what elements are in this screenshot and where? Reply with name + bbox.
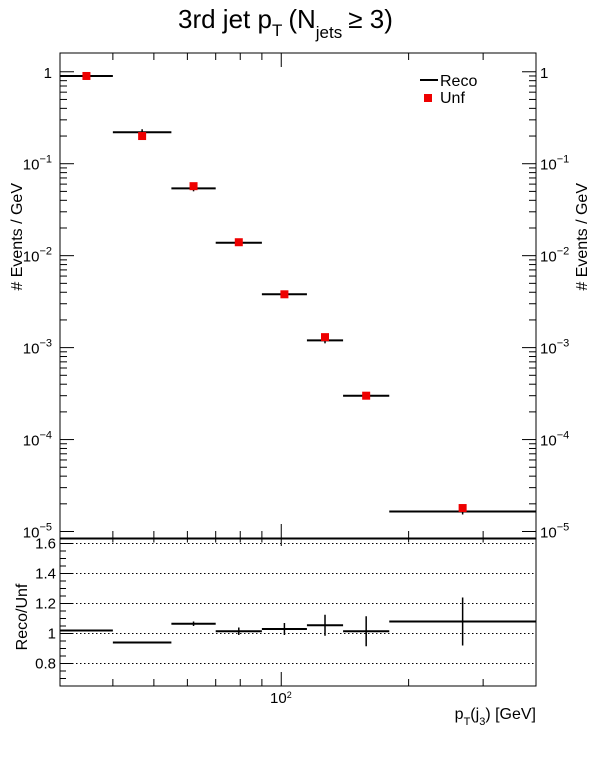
x-tick-label-100: 102 [270, 690, 292, 707]
ratio-panel-frame [59, 538, 537, 687]
legend-reco-label: Reco [440, 73, 477, 90]
unf-point-2 [189, 182, 198, 191]
unf-point-0 [82, 71, 91, 80]
ratio-y-tick-label: 1 [48, 626, 56, 643]
y-tick-label-left: 10−5 [23, 522, 52, 542]
y-axis-label-left: # Events / GeV [9, 183, 26, 291]
y-tick-label-right: 1 [540, 65, 548, 82]
y-tick-label-right: 10−3 [540, 338, 569, 358]
y-tick-label-right: 10−5 [540, 522, 569, 542]
y-tick-label-right: 10−4 [540, 430, 569, 450]
ratio-y-tick-label: 1.2 [35, 596, 56, 613]
y-tick-label-right: 10−2 [540, 246, 569, 266]
y-tick-label-left: 10−1 [23, 154, 52, 174]
ratio-y-tick-label: 1.4 [35, 566, 56, 583]
x-axis-label: pT(j3) [GeV] [455, 706, 536, 728]
ratio-gridlines [60, 543, 536, 664]
ratio-y-tick-label: 1.6 [35, 536, 56, 553]
legend-unf-marker [424, 94, 432, 102]
upper-panel-frame [59, 52, 537, 539]
data-marks [60, 71, 536, 647]
y-tick-label-left: 10−2 [23, 246, 52, 266]
y-tick-label-left: 10−3 [23, 338, 52, 358]
y-tick-label-left: 1 [44, 65, 52, 82]
unf-point-5 [321, 333, 330, 342]
unf-point-7 [458, 504, 467, 513]
legend-unf-label: Unf [440, 90, 465, 107]
y-tick-label-left: 10−4 [23, 430, 52, 450]
unf-point-6 [362, 391, 371, 400]
unf-point-1 [138, 132, 147, 141]
legend: Reco Unf [420, 73, 477, 107]
y-tick-label-right: 10−1 [540, 154, 569, 174]
y-axis-label-right: # Events / GeV [574, 183, 591, 291]
unf-point-3 [234, 238, 243, 247]
ratio-y-axis-label: Reco/Unf [14, 583, 31, 650]
chart-title: 3rd jet pT (Njets ≥ 3) [178, 4, 393, 42]
axis-ticks: 1 110−1 10−110−2 10−210−3 10−310−4 10−410−5 10… [23, 53, 569, 686]
unf-point-4 [280, 290, 289, 299]
ratio-y-tick-label: 0.8 [35, 656, 56, 673]
